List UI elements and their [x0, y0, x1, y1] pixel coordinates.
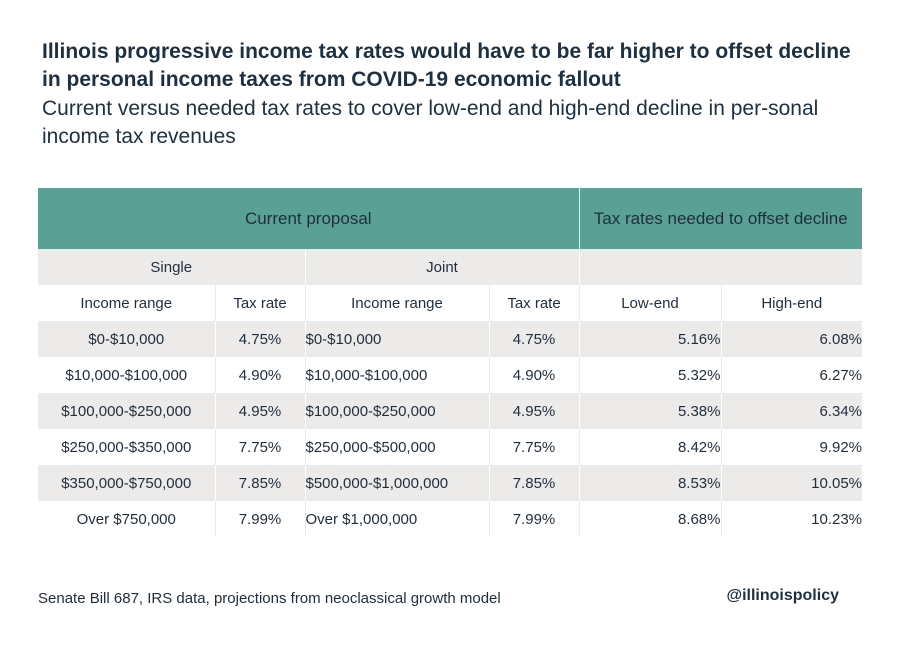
table-row: $250,000-$350,000 7.75% $250,000-$500,000 7… [38, 429, 863, 465]
high-end-rate-cell: 9.92% [721, 429, 863, 465]
joint-tax-rate-cell: 4.95% [489, 393, 580, 429]
table-row: $10,000-$100,000 4.90% $10,000-$100,000 4.9… [38, 357, 863, 393]
column-header-row: Income range Tax rate Income range Tax rate… [38, 285, 863, 321]
joint-income-range-cell: $0-$10,000 [305, 321, 490, 357]
single-income-range-cell: $350,000-$750,000 [38, 465, 216, 501]
group-header-needed: Tax rates needed to offset decline [579, 188, 863, 249]
single-income-range-cell: $250,000-$350,000 [38, 429, 216, 465]
low-end-rate-cell: 8.42% [579, 429, 722, 465]
single-income-range-cell: Over $750,000 [38, 501, 216, 537]
column-header-low-end-rate: Low-end [579, 285, 722, 321]
single-tax-rate-cell: 4.95% [215, 393, 306, 429]
subgroup-header-row: Single Joint [38, 249, 863, 285]
joint-tax-rate-cell: 4.90% [489, 357, 580, 393]
column-header-single-tax-rate: Tax rate [215, 285, 306, 321]
column-header-joint-income-range: Income range [305, 285, 490, 321]
single-tax-rate-cell: 7.99% [215, 501, 306, 537]
table-row: $350,000-$750,000 7.85% $500,000-$1,000,00… [38, 465, 863, 501]
chart-title: Illinois progressive income tax rates wo… [42, 40, 851, 91]
single-tax-rate-cell: 7.75% [215, 429, 306, 465]
high-end-rate-cell: 6.08% [721, 321, 863, 357]
joint-tax-rate-cell: 7.75% [489, 429, 580, 465]
high-end-rate-cell: 6.27% [721, 357, 863, 393]
joint-income-range-cell: $100,000-$250,000 [305, 393, 490, 429]
low-end-rate-cell: 5.16% [579, 321, 722, 357]
chart-subtitle: Current versus needed tax rates to cover… [42, 97, 819, 148]
table-row: Over $750,000 7.99% Over $1,000,000 7.99% 8.… [38, 501, 863, 537]
group-header-row: Current proposal Tax rates needed to off… [38, 188, 863, 249]
joint-tax-rate-cell: 4.75% [489, 321, 580, 357]
group-header-current: Current proposal [38, 188, 580, 249]
high-end-rate-cell: 10.23% [721, 501, 863, 537]
single-tax-rate-cell: 4.75% [215, 321, 306, 357]
single-income-range-cell: $100,000-$250,000 [38, 393, 216, 429]
single-income-range-cell: $0-$10,000 [38, 321, 216, 357]
single-tax-rate-cell: 4.90% [215, 357, 306, 393]
subgroup-header-blank [579, 249, 863, 285]
single-tax-rate-cell: 7.85% [215, 465, 306, 501]
subgroup-header-joint: Joint [305, 249, 580, 285]
joint-income-range-cell: $500,000-$1,000,000 [305, 465, 490, 501]
column-header-single-income-range: Income range [38, 285, 216, 321]
source-note: Senate Bill 687, IRS data, projections f… [38, 590, 501, 607]
low-end-rate-cell: 5.32% [579, 357, 722, 393]
joint-income-range-cell: $250,000-$500,000 [305, 429, 490, 465]
low-end-rate-cell: 8.53% [579, 465, 722, 501]
high-end-rate-cell: 6.34% [721, 393, 863, 429]
high-end-rate-cell: 10.05% [721, 465, 863, 501]
table-row: $0-$10,000 4.75% $0-$10,000 4.75% 5.16% 6.08% [38, 321, 863, 357]
joint-income-range-cell: Over $1,000,000 [305, 501, 490, 537]
single-income-range-cell: $10,000-$100,000 [38, 357, 216, 393]
joint-income-range-cell: $10,000-$100,000 [305, 357, 490, 393]
table-body: Income range Tax rate Income range Tax rate… [38, 285, 863, 537]
column-header-joint-tax-rate: Tax rate [489, 285, 580, 321]
joint-tax-rate-cell: 7.99% [489, 501, 580, 537]
low-end-rate-cell: 8.68% [579, 501, 722, 537]
column-header-high-end-rate: High-end [721, 285, 863, 321]
table-row: $100,000-$250,000 4.95% $100,000-$250,000 4… [38, 393, 863, 429]
brand-handle: @illinoispolicy [726, 587, 839, 604]
joint-tax-rate-cell: 7.85% [489, 465, 580, 501]
low-end-rate-cell: 5.38% [579, 393, 722, 429]
tax-rate-table: Current proposal Tax rates needed to off… [38, 188, 863, 537]
subgroup-header-single: Single [38, 249, 306, 285]
